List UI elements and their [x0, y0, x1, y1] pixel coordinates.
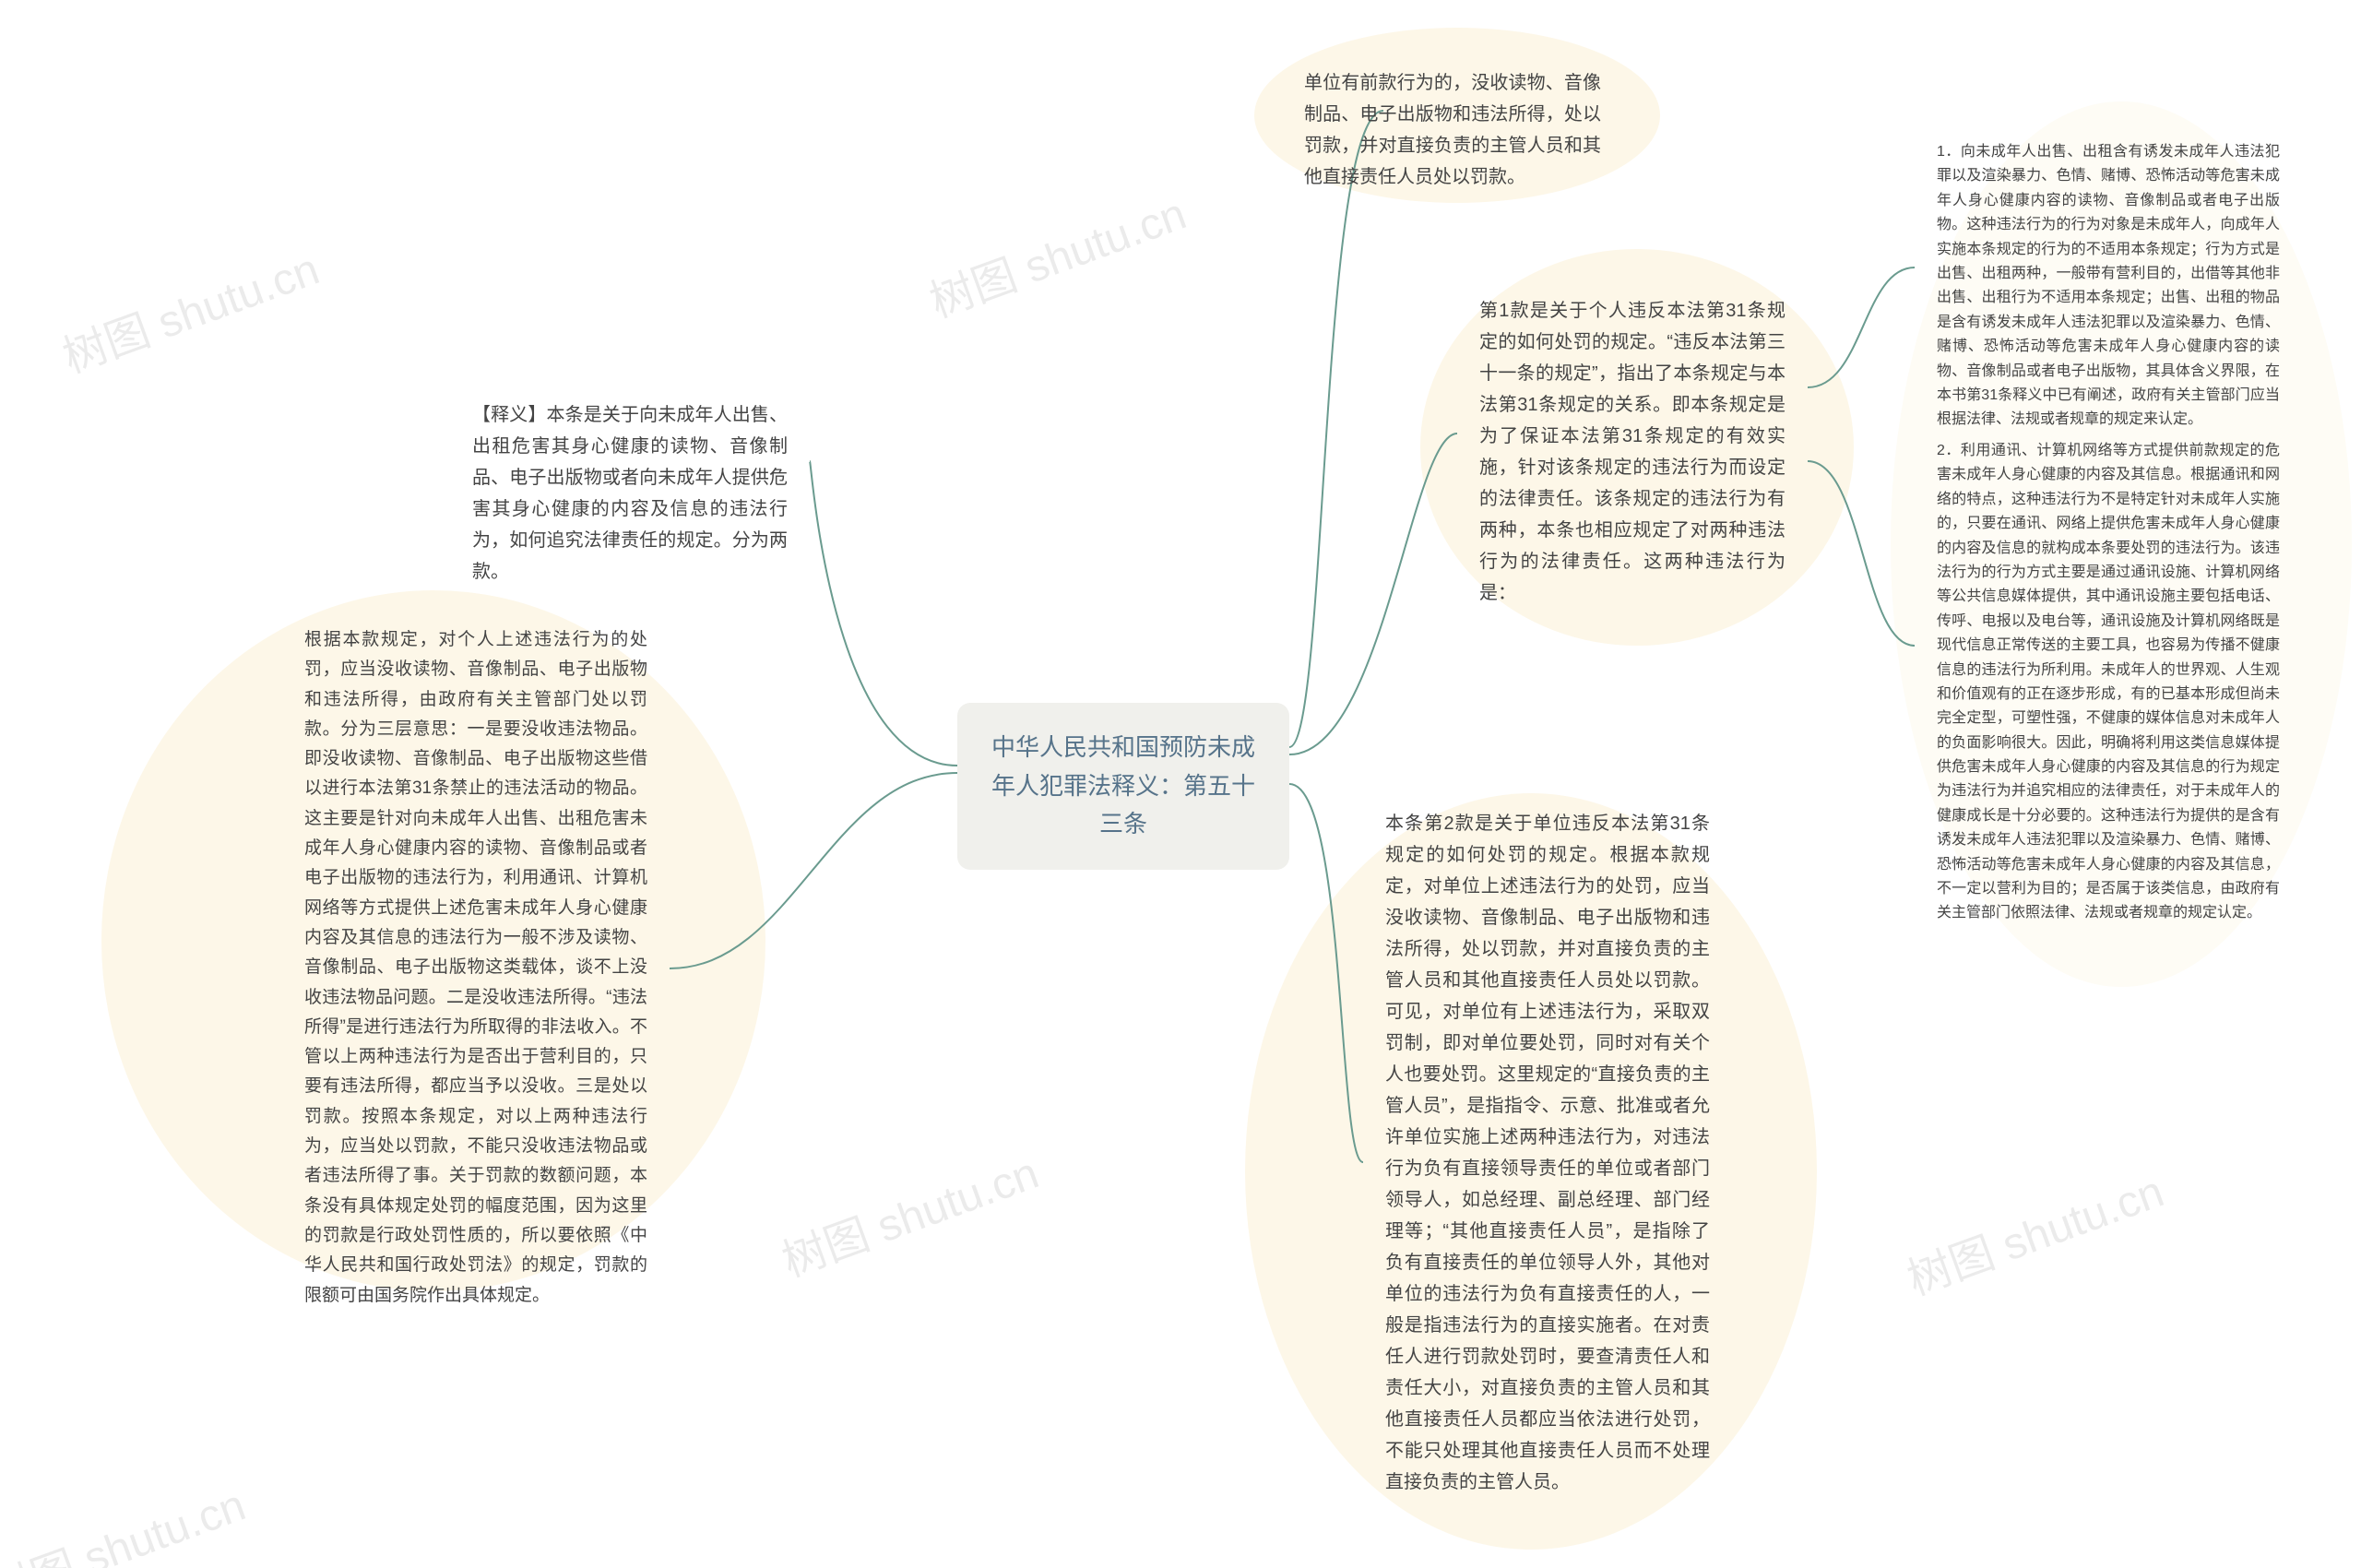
watermark: 树图 shutu.cn — [0, 1468, 253, 1568]
center-node[interactable]: 中华人民共和国预防未成年人犯罪法释义：第五十三条 — [957, 703, 1289, 870]
watermark: 树图 shutu.cn — [1897, 1155, 2171, 1307]
node-clause2[interactable]: 本条第2款是关于单位违反本法第31条规定的如何处罚的规定。根据本款规定，对单位上… — [1363, 791, 1732, 1515]
watermark: 树图 shutu.cn — [919, 177, 1193, 329]
watermark: 树图 shutu.cn — [53, 232, 326, 385]
node-leftbig[interactable]: 根据本款规定，对个人上述违法行为的处罚，应当没收读物、音像制品、电子出版物和违法… — [282, 609, 670, 1327]
node-clause1[interactable]: 第1款是关于个人违反本法第31条规定的如何处罚的规定。“违反本法第三十一条的规定… — [1457, 279, 1808, 625]
node-detail1[interactable]: 1．向未成年人出售、出租含有诱发未成年人违法犯罪以及渲染暴力、色情、赌博、恐怖活… — [1915, 124, 2302, 449]
watermark: 树图 shutu.cn — [772, 1136, 1046, 1289]
node-interpret[interactable]: 【释义】本条是关于向未成年人出售、出租危害其身心健康的读物、音像制品、电子出版物… — [450, 383, 810, 604]
node-detail2[interactable]: 2．利用通讯、计算机网络等方式提供前款规定的危害未成年人身心健康的内容及其信息。… — [1915, 422, 2302, 943]
node-topright[interactable]: 单位有前款行为的，没收读物、音像制品、电子出版物和违法所得，处以罚款，并对直接负… — [1282, 51, 1623, 209]
